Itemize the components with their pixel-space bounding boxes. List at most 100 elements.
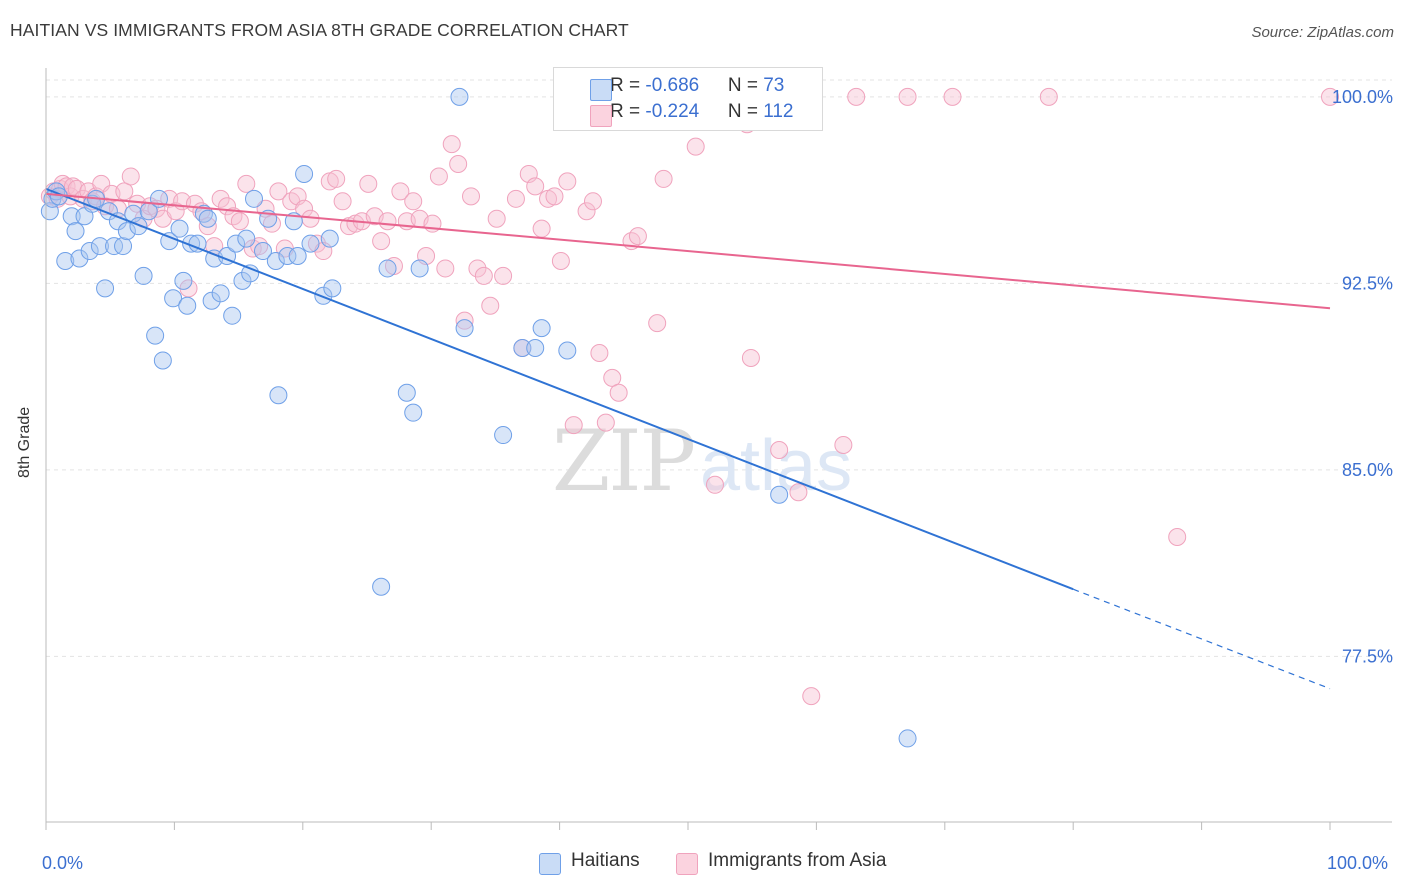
haitian-point	[245, 189, 264, 208]
asia-point	[802, 687, 821, 706]
asia-point	[577, 202, 596, 221]
y-axis-label: 8th Grade	[16, 406, 33, 478]
asia-point	[648, 314, 667, 333]
asia-point	[558, 172, 577, 191]
asia-point	[462, 187, 481, 206]
asia-points	[40, 87, 1339, 706]
haitian-point	[62, 207, 81, 226]
haitian-point	[898, 729, 917, 748]
legend-label-haitians: Haitians	[571, 850, 640, 871]
haitian-point	[301, 234, 320, 253]
x-tick-max: 100.0%	[1327, 853, 1389, 873]
y-tick-label: 92.5%	[1342, 273, 1393, 293]
haitian-point	[80, 242, 99, 261]
asia-point	[494, 266, 513, 285]
haitian-points	[40, 87, 917, 748]
haitian-point	[146, 326, 165, 345]
asia-point	[404, 192, 423, 211]
asia-point	[545, 187, 564, 206]
asia-point	[211, 189, 230, 208]
asia-point	[442, 135, 461, 154]
asia-swatch	[590, 105, 612, 127]
haitian-point	[56, 251, 75, 270]
haitian-point	[404, 403, 423, 422]
asia-point	[237, 174, 256, 193]
haitian-point	[70, 249, 89, 268]
asia-point	[333, 192, 352, 211]
asia-point	[269, 182, 288, 201]
asia-point	[1039, 87, 1058, 106]
asia-point	[686, 137, 705, 156]
r-value: -0.686	[645, 75, 700, 96]
haitian-point	[532, 319, 551, 338]
haitian-point	[134, 266, 153, 285]
haitian-point	[90, 237, 109, 256]
haitian-point	[295, 164, 314, 183]
haitian-point	[129, 217, 148, 236]
haitian-point	[450, 87, 469, 106]
n-value: 112	[763, 101, 794, 122]
asia-trend-line	[45, 192, 1331, 310]
haitian-point	[223, 306, 242, 325]
haitian-point	[513, 339, 532, 358]
asia-point	[474, 266, 493, 285]
asia-point	[609, 383, 628, 402]
x-tick-min: 0.0%	[42, 853, 84, 873]
asia-point	[898, 87, 917, 106]
series-legend: Haitians Immigrants from Asia	[0, 850, 1406, 880]
axes	[45, 68, 1392, 830]
haitian-point	[170, 219, 189, 238]
source-label: Source: ZipAtlas.com	[1251, 24, 1394, 41]
asia-point	[834, 436, 853, 454]
haitian-point	[397, 383, 416, 402]
haitian-point	[770, 485, 789, 504]
asia-point	[121, 167, 140, 186]
y-tick-labels: 100.0% 92.5% 85.0% 77.5%	[1332, 87, 1393, 666]
asia-point	[1321, 87, 1339, 106]
haitian-point	[117, 222, 136, 241]
watermark: ZIP atlas	[552, 412, 852, 510]
asia-point	[564, 416, 583, 435]
asia-point	[526, 177, 545, 196]
haitian-point	[66, 222, 85, 241]
r-label: R =	[610, 101, 646, 122]
haitian-trend-line	[45, 187, 1074, 591]
haitian-point	[410, 259, 429, 278]
haitian-point	[323, 279, 342, 298]
haitian-point	[114, 237, 133, 256]
asia-point	[705, 475, 724, 494]
legend-item-haitians: Haitians	[539, 850, 640, 875]
asia-point	[481, 296, 500, 315]
asia-point	[770, 440, 789, 459]
haitian-point	[494, 426, 513, 445]
legend-label-asia: Immigrants from Asia	[708, 850, 887, 871]
asia-point	[590, 343, 609, 362]
asia-point	[230, 212, 249, 231]
r-value: -0.224	[645, 101, 700, 122]
haitian-point	[233, 271, 252, 290]
haitian-point	[96, 279, 115, 298]
asia-point	[628, 227, 647, 246]
haitians-swatch	[590, 79, 612, 101]
asia-point	[583, 192, 602, 211]
n-value: 73	[763, 75, 785, 96]
asia-point	[359, 174, 378, 193]
n-label: N =	[727, 101, 764, 122]
asia-point	[603, 368, 622, 387]
y-tick-label: 77.5%	[1342, 646, 1393, 666]
haitian-point	[278, 247, 297, 266]
haitian-trend-extension	[1072, 588, 1331, 690]
asia-point	[943, 87, 962, 106]
haitian-point	[198, 209, 217, 228]
haitian-point	[174, 271, 193, 290]
haitian-point	[178, 296, 197, 315]
r-label: R =	[610, 75, 646, 96]
haitian-point	[266, 251, 285, 270]
asia-point	[551, 251, 570, 270]
grid-lines	[46, 79, 1392, 657]
asia-point	[372, 232, 391, 251]
y-tick-label: 100.0%	[1332, 87, 1393, 107]
haitian-point	[558, 341, 577, 360]
y-tick-label: 85.0%	[1342, 460, 1393, 480]
haitian-point	[153, 351, 172, 370]
